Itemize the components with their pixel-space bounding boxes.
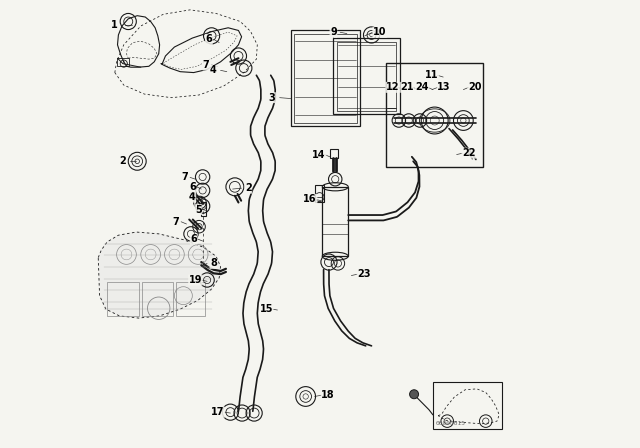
Bar xyxy=(387,63,483,167)
Text: 1: 1 xyxy=(111,20,117,30)
Text: 4: 4 xyxy=(189,192,196,202)
Text: 21: 21 xyxy=(401,82,414,92)
Text: 3: 3 xyxy=(269,93,275,103)
Bar xyxy=(330,149,339,158)
Text: 20: 20 xyxy=(468,82,481,92)
Text: 14: 14 xyxy=(312,150,326,159)
Text: 11: 11 xyxy=(425,70,439,80)
Bar xyxy=(433,382,502,429)
Text: 6: 6 xyxy=(205,34,212,44)
Text: 15: 15 xyxy=(259,304,273,314)
Text: 24: 24 xyxy=(415,82,429,92)
Text: 12: 12 xyxy=(386,82,399,92)
Text: 17: 17 xyxy=(211,407,225,417)
Text: 10: 10 xyxy=(373,27,387,37)
Text: 00000015: 00000015 xyxy=(435,421,465,426)
Text: 16: 16 xyxy=(303,194,317,204)
Text: 7: 7 xyxy=(203,60,209,70)
Text: 7: 7 xyxy=(172,217,179,227)
Bar xyxy=(315,185,324,202)
Bar xyxy=(141,282,173,316)
Circle shape xyxy=(410,390,419,399)
Text: 19: 19 xyxy=(189,275,202,285)
Bar xyxy=(291,30,360,126)
Bar xyxy=(323,187,348,256)
Text: 22: 22 xyxy=(462,148,476,158)
Text: 23: 23 xyxy=(357,269,371,279)
Text: 7: 7 xyxy=(181,172,188,182)
Text: 9: 9 xyxy=(330,27,337,37)
Text: 18: 18 xyxy=(321,390,335,400)
Text: 6: 6 xyxy=(190,234,197,244)
Text: 4: 4 xyxy=(210,65,217,75)
Bar xyxy=(337,42,396,111)
Text: 8: 8 xyxy=(210,258,217,268)
Text: 2: 2 xyxy=(245,183,252,193)
Text: 6: 6 xyxy=(189,182,196,192)
Bar xyxy=(108,282,139,316)
Bar xyxy=(116,58,129,66)
Bar xyxy=(294,34,356,123)
Text: 5: 5 xyxy=(195,205,202,215)
Text: 2: 2 xyxy=(120,156,126,166)
Polygon shape xyxy=(99,232,221,318)
Text: 13: 13 xyxy=(437,82,451,92)
Bar xyxy=(333,38,400,114)
Bar xyxy=(176,282,205,316)
Bar xyxy=(202,202,206,216)
